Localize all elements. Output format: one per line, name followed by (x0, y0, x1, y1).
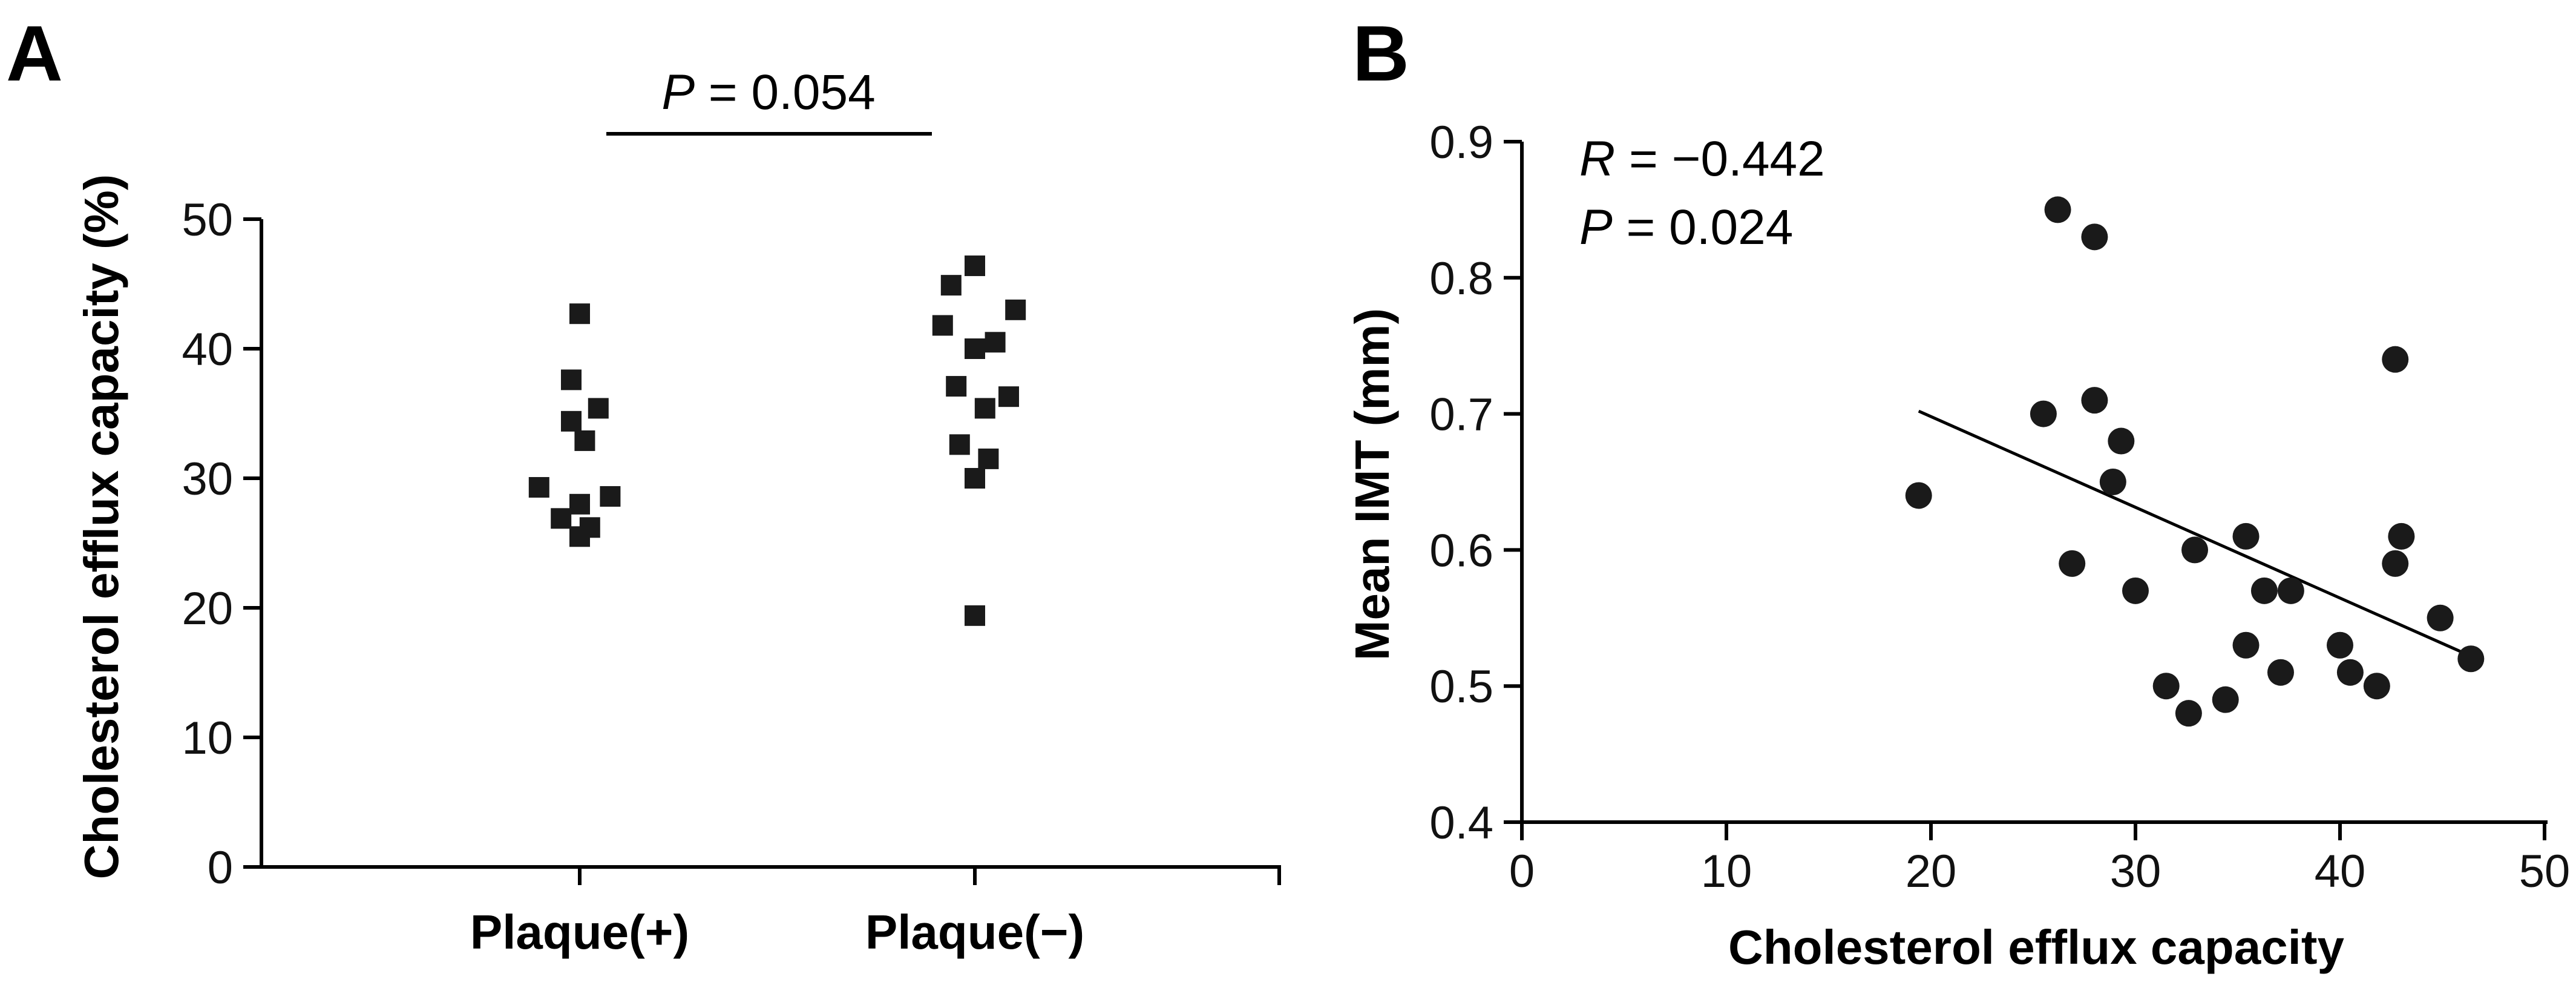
data-point-plaque-positive (561, 410, 582, 432)
x-tick-labels-b: 0 10 20 30 40 50 (1509, 846, 2570, 897)
data-point-b (2232, 522, 2260, 550)
data-point-plaque-negative (978, 448, 999, 469)
data-point-plaque-negative (965, 338, 985, 359)
data-point-b (1905, 482, 1932, 509)
data-point-plaque-negative (985, 332, 1006, 353)
data-points-a (528, 255, 1026, 626)
y-tick-labels-a: 0 10 20 30 40 50 (182, 194, 233, 894)
data-point-b (2099, 469, 2126, 495)
y-tick-label-a: 0 (208, 842, 233, 894)
data-point-plaque-positive (579, 517, 600, 538)
y-tick-label-b: 0.7 (1429, 389, 1493, 441)
data-point-b (2382, 550, 2409, 577)
y-tick-label-b: 0.9 (1429, 117, 1493, 168)
category-label-plaque-positive: Plaque(+) (470, 905, 689, 959)
data-points-b (1905, 196, 2485, 727)
y-ticks-a (243, 217, 261, 869)
data-point-plaque-negative (932, 315, 953, 336)
r-value-annotation: R = −0.442 (1579, 131, 1825, 186)
data-point-b (2232, 631, 2260, 659)
data-point-plaque-negative (965, 468, 985, 489)
p-value-annotation-b: P = 0.024 (1579, 200, 1793, 255)
data-point-b (2277, 577, 2304, 604)
panel-b: B Mean IMT (mm) Cholesterol efflux capac… (1345, 9, 2570, 974)
data-point-b (2152, 673, 2180, 700)
data-point-plaque-negative (940, 275, 962, 296)
r-value: = −0.442 (1615, 131, 1825, 186)
data-point-b (2081, 223, 2108, 251)
p-symbol-b: P (1579, 200, 1613, 255)
p-value-a: = 0.054 (695, 65, 876, 120)
y-axis-title-b: Mean IMT (mm) (1345, 308, 1399, 661)
data-point-b (2044, 196, 2071, 223)
data-point-plaque-positive (561, 369, 582, 390)
regression-line (1918, 409, 2472, 658)
data-point-b (2267, 659, 2294, 686)
x-tick-label-b: 50 (2519, 846, 2571, 897)
data-point-plaque-negative (965, 605, 985, 626)
y-tick-label-b: 0.6 (1429, 525, 1493, 576)
y-tick-label-b: 0.5 (1429, 661, 1493, 713)
panel-letter-a: A (6, 9, 63, 97)
data-point-b (2212, 686, 2239, 713)
y-ticks-b (1504, 140, 1522, 824)
y-tick-label-a: 50 (182, 194, 233, 246)
y-tick-label-b: 0.4 (1429, 797, 1493, 849)
panel-letter-b: B (1352, 9, 1409, 97)
data-point-b (2030, 400, 2057, 427)
y-tick-label-a: 20 (182, 583, 233, 634)
category-label-plaque-negative: Plaque(−) (865, 905, 1084, 959)
data-point-plaque-negative (974, 398, 995, 419)
x-axis-title-b: Cholesterol efflux capacity (1728, 920, 2345, 974)
x-tick-label-b: 40 (2315, 846, 2366, 897)
data-point-plaque-positive (569, 493, 590, 515)
data-point-b (2250, 577, 2278, 604)
data-point-b (2327, 631, 2353, 659)
data-point-plaque-positive (551, 508, 572, 529)
data-point-b (2427, 604, 2454, 631)
y-tick-label-b: 0.8 (1429, 253, 1493, 305)
p-symbol-a: P (661, 65, 695, 120)
data-point-plaque-positive (528, 476, 549, 498)
x-ticks-a (578, 867, 977, 885)
data-point-plaque-positive (600, 486, 621, 507)
x-tick-label-b: 30 (2110, 846, 2161, 897)
data-point-b (2336, 659, 2364, 686)
y-axis-title-a: Cholesterol efflux capacity (%) (74, 174, 128, 880)
p-value-annotation-a: P = 0.054 (661, 65, 875, 120)
x-ticks-b (1520, 822, 2546, 840)
y-tick-label-a: 30 (182, 453, 233, 505)
data-point-plaque-negative (998, 386, 1019, 407)
panel-a: A Cholesterol efflux capacity (%) 0 10 20 3… (6, 9, 1281, 959)
data-point-b (2108, 427, 2135, 455)
data-point-b (2122, 577, 2149, 604)
data-point-plaque-negative (965, 255, 985, 277)
y-tick-labels-b: 0.4 0.5 0.6 0.7 0.8 0.9 (1429, 117, 1493, 849)
data-point-b (2388, 522, 2415, 550)
x-tick-label-b: 10 (1701, 846, 1752, 897)
data-point-plaque-positive (569, 303, 590, 324)
data-point-b (2081, 387, 2108, 414)
data-point-b (2059, 550, 2086, 577)
data-point-plaque-negative (1005, 299, 1026, 320)
x-tick-label-b: 0 (1509, 846, 1535, 897)
data-point-plaque-positive (588, 398, 609, 419)
data-point-plaque-negative (949, 434, 970, 455)
y-tick-label-a: 10 (182, 713, 233, 764)
data-point-b (2181, 536, 2209, 564)
data-point-b (2457, 645, 2485, 673)
x-tick-label-b: 20 (1906, 846, 1957, 897)
data-point-plaque-negative (946, 376, 967, 397)
data-point-plaque-positive (574, 430, 595, 451)
y-tick-label-a: 40 (182, 324, 233, 375)
data-point-b (2175, 700, 2202, 727)
p-value-b: = 0.024 (1613, 200, 1794, 255)
data-point-b (2382, 346, 2409, 373)
data-point-b (2363, 673, 2390, 700)
r-symbol: R (1579, 131, 1615, 186)
